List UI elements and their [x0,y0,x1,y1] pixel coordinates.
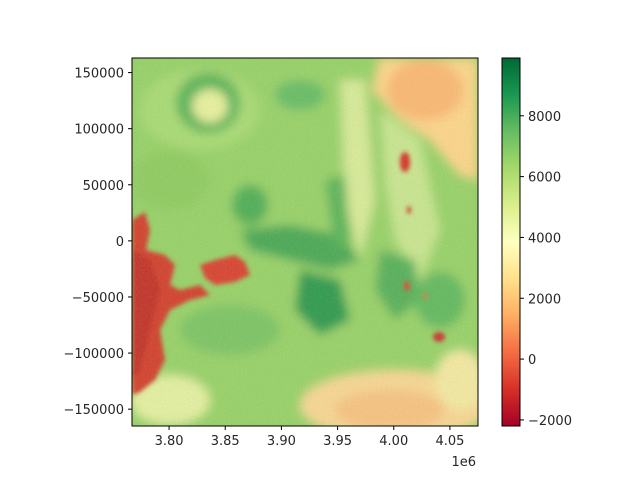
colorbar-tick-label: 8000 [528,110,561,125]
y-tick-label: 0 [116,235,124,250]
x-tick-label: 3.95 [323,434,352,449]
colorbar-ticks: 8000 6000 4000 2000 0 −2000 [520,110,572,429]
x-tick-label: 4.00 [379,434,408,449]
x-axis: 3.80 3.85 3.90 3.95 4.00 4.05 [155,426,464,449]
map-image [132,58,478,426]
y-tick-label: 100000 [74,123,124,138]
x-tick-label: 3.90 [267,434,296,449]
y-axis: 150000 100000 50000 0 −50000 −100000 −150000 [63,67,132,418]
y-tick-label: −150000 [63,403,124,418]
x-tick-label: 3.80 [155,434,184,449]
plot-area-frame [131,57,479,427]
y-tick-label: 50000 [83,179,124,194]
colorbar: 8000 6000 4000 2000 0 −2000 [501,57,572,429]
y-tick-label: −50000 [72,291,124,306]
x-tick-label: 4.05 [435,434,464,449]
colorbar-gradient [502,58,520,426]
colorbar-tick-label: 0 [528,353,536,368]
colorbar-tick-label: 6000 [528,171,561,186]
x-offset-label: 1e6 [451,455,476,470]
colorbar-tick-label: −2000 [528,414,572,429]
y-tick-label: 150000 [74,67,124,82]
colorbar-tick-label: 2000 [528,292,561,307]
x-tick-label: 3.85 [211,434,240,449]
y-tick-label: −100000 [63,347,124,362]
colorbar-tick-label: 4000 [528,231,561,246]
